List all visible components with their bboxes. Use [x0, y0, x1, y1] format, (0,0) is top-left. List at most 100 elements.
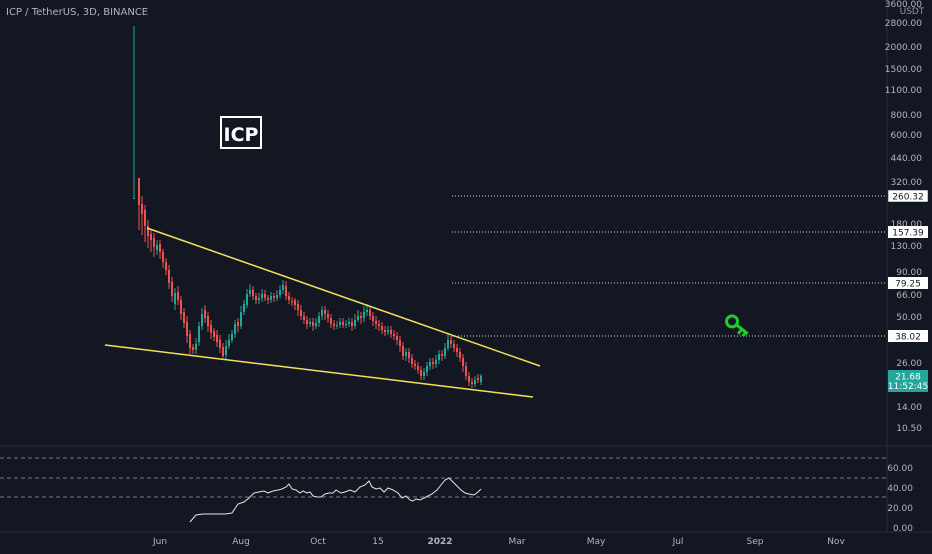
candle[interactable]: [207, 312, 209, 332]
rsi-pane[interactable]: 60.00 40.00 20.00 0.00: [0, 446, 913, 534]
candle[interactable]: [213, 328, 215, 341]
candle[interactable]: [333, 320, 335, 330]
candle[interactable]: [258, 293, 260, 304]
candle[interactable]: [219, 335, 221, 353]
candle[interactable]: [237, 318, 239, 332]
candle[interactable]: [360, 312, 362, 324]
time-axis[interactable]: Jun Aug Oct 15 2022 Mar May Jul Sep Nov: [152, 537, 845, 547]
candle[interactable]: [261, 289, 263, 302]
symbol-title[interactable]: ICP / TetherUS, 3D, BINANCE: [6, 7, 148, 18]
candle[interactable]: [279, 285, 281, 298]
candle[interactable]: [144, 205, 146, 242]
candle[interactable]: [468, 372, 470, 386]
candle[interactable]: [393, 330, 395, 340]
candle[interactable]: [174, 288, 176, 310]
candle[interactable]: [198, 322, 200, 346]
candle[interactable]: [153, 233, 155, 257]
candle[interactable]: [390, 326, 392, 338]
candle[interactable]: [336, 321, 338, 329]
key-icon[interactable]: [724, 314, 751, 339]
candle[interactable]: [156, 240, 158, 255]
candle[interactable]: [411, 354, 413, 368]
candle[interactable]: [189, 330, 191, 354]
candle[interactable]: [192, 344, 194, 354]
candle[interactable]: [342, 318, 344, 328]
candle[interactable]: [450, 336, 452, 348]
candle[interactable]: [297, 300, 299, 316]
candle[interactable]: [255, 293, 257, 304]
candle[interactable]: [225, 340, 227, 359]
candle[interactable]: [303, 312, 305, 324]
candle[interactable]: [180, 296, 182, 320]
candle[interactable]: [168, 265, 170, 289]
candle[interactable]: [423, 368, 425, 380]
candle[interactable]: [438, 350, 440, 364]
candle[interactable]: [396, 332, 398, 345]
candle[interactable]: [318, 312, 320, 327]
candle[interactable]: [363, 306, 365, 322]
candle[interactable]: [141, 196, 143, 235]
candle[interactable]: [381, 322, 383, 334]
candle[interactable]: [201, 308, 203, 330]
candle[interactable]: [309, 318, 311, 327]
candle[interactable]: [243, 300, 245, 315]
candle[interactable]: [273, 293, 275, 302]
candle[interactable]: [372, 312, 374, 326]
level-lines[interactable]: [452, 195, 887, 337]
candle[interactable]: [471, 378, 473, 388]
candle[interactable]: [456, 344, 458, 357]
candle[interactable]: [369, 306, 371, 320]
candle[interactable]: [267, 295, 269, 304]
candle[interactable]: [426, 362, 428, 376]
candle[interactable]: [147, 220, 149, 248]
candle[interactable]: [288, 292, 290, 304]
candle[interactable]: [441, 350, 443, 361]
icp-label-box[interactable]: ICP: [220, 116, 262, 149]
candle[interactable]: [408, 348, 410, 363]
candle[interactable]: [222, 343, 224, 358]
candle[interactable]: [402, 342, 404, 360]
candle[interactable]: [204, 305, 206, 323]
candle[interactable]: [276, 290, 278, 301]
candle[interactable]: [270, 292, 272, 303]
candle[interactable]: [315, 318, 317, 329]
candle[interactable]: [417, 362, 419, 374]
candle[interactable]: [375, 316, 377, 329]
candle[interactable]: [216, 330, 218, 347]
candle[interactable]: [378, 320, 380, 331]
candle[interactable]: [465, 362, 467, 380]
candle[interactable]: [294, 298, 296, 310]
candle[interactable]: [477, 374, 479, 383]
candle[interactable]: [429, 358, 431, 370]
candle[interactable]: [453, 340, 455, 352]
candle[interactable]: [345, 320, 347, 328]
candle[interactable]: [354, 314, 356, 329]
candle[interactable]: [405, 348, 407, 361]
candle[interactable]: [339, 318, 341, 328]
candle[interactable]: [150, 229, 152, 252]
candles[interactable]: [133, 26, 482, 388]
candle[interactable]: [420, 366, 422, 380]
candle[interactable]: [432, 358, 434, 369]
candle[interactable]: [231, 330, 233, 343]
candle[interactable]: [210, 320, 212, 339]
candle[interactable]: [177, 286, 179, 305]
candle[interactable]: [138, 178, 140, 230]
candle[interactable]: [387, 326, 389, 335]
candle[interactable]: [183, 308, 185, 328]
candle[interactable]: [162, 249, 164, 268]
candle[interactable]: [384, 326, 386, 336]
candle[interactable]: [321, 306, 323, 320]
candle[interactable]: [195, 338, 197, 354]
candle[interactable]: [459, 348, 461, 362]
candle[interactable]: [444, 343, 446, 359]
candle[interactable]: [480, 374, 482, 385]
candle[interactable]: [133, 26, 135, 199]
candle[interactable]: [351, 318, 353, 331]
candle[interactable]: [312, 318, 314, 331]
candle[interactable]: [159, 240, 161, 259]
candle[interactable]: [435, 355, 437, 368]
candle[interactable]: [300, 305, 302, 320]
candle[interactable]: [246, 289, 248, 308]
candle[interactable]: [414, 360, 416, 370]
